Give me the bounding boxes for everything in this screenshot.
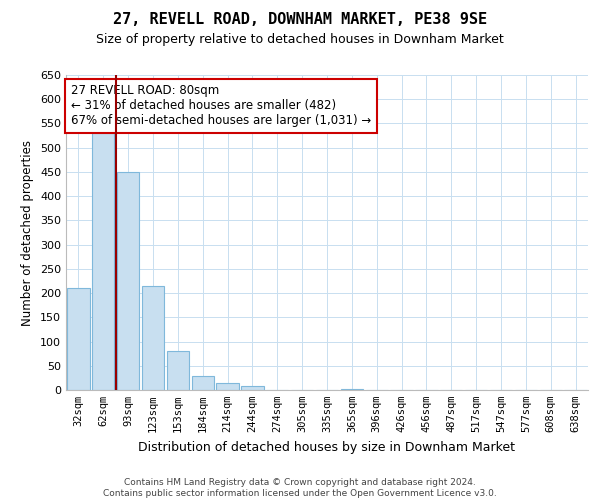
Bar bbox=[217, 382, 239, 390]
Text: 27, REVELL ROAD, DOWNHAM MARKET, PE38 9SE: 27, REVELL ROAD, DOWNHAM MARKET, PE38 9S… bbox=[113, 12, 487, 28]
Text: 27 REVELL ROAD: 80sqm
← 31% of detached houses are smaller (482)
67% of semi-det: 27 REVELL ROAD: 80sqm ← 31% of detached … bbox=[71, 84, 371, 128]
Bar bbox=[341, 389, 363, 390]
Bar bbox=[92, 133, 115, 390]
Text: Contains HM Land Registry data © Crown copyright and database right 2024.
Contai: Contains HM Land Registry data © Crown c… bbox=[103, 478, 497, 498]
Bar bbox=[191, 376, 214, 390]
X-axis label: Distribution of detached houses by size in Downham Market: Distribution of detached houses by size … bbox=[139, 440, 515, 454]
Bar bbox=[67, 288, 89, 390]
Bar bbox=[117, 172, 139, 390]
Y-axis label: Number of detached properties: Number of detached properties bbox=[22, 140, 34, 326]
Bar bbox=[167, 351, 189, 390]
Bar bbox=[142, 286, 164, 390]
Bar bbox=[241, 386, 263, 390]
Text: Size of property relative to detached houses in Downham Market: Size of property relative to detached ho… bbox=[96, 32, 504, 46]
